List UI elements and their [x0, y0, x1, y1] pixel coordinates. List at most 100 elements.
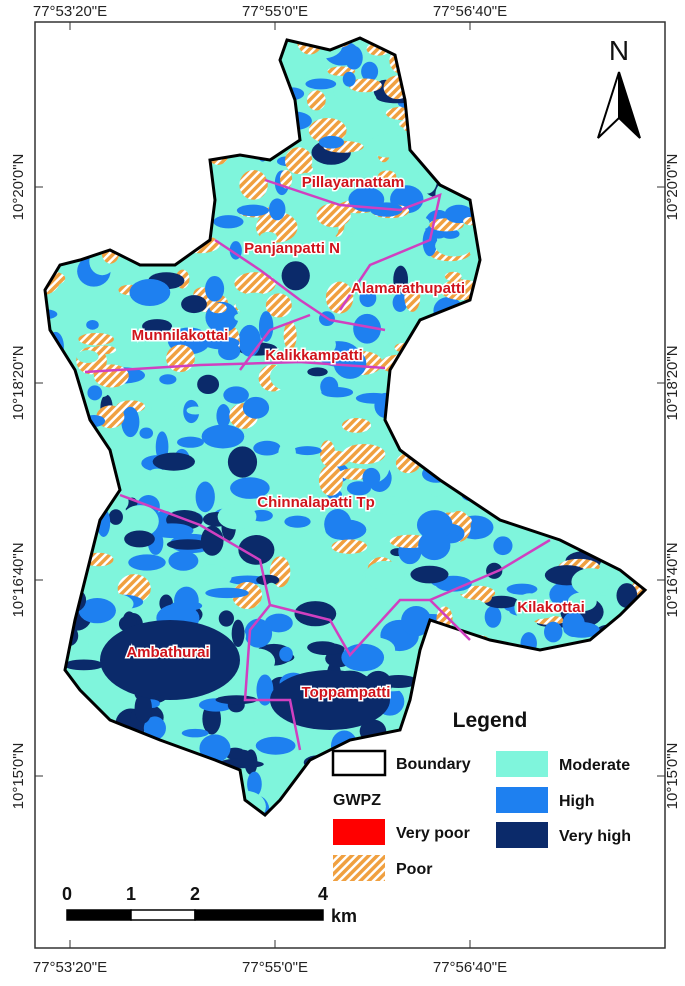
zone-patch: [253, 705, 283, 734]
zone-patch: [318, 464, 343, 496]
zone-patch: [199, 734, 231, 763]
zone-patch: [418, 530, 451, 561]
zone-patch: [216, 404, 231, 429]
zone-patch: [365, 560, 405, 591]
zone-patch: [223, 386, 249, 404]
zone-patch: [159, 374, 177, 385]
zone-patch: [341, 643, 385, 672]
coord-label: 10°16'40"N: [10, 542, 27, 617]
place-label: Chinnalapatti Tp: [257, 494, 375, 511]
zone-patch: [342, 71, 356, 87]
zone-patch: [435, 234, 473, 257]
legend-swatch: [333, 819, 385, 845]
legend-swatch: [496, 822, 548, 848]
zone-patch: [87, 385, 103, 401]
place-label: Kilakottai: [517, 599, 585, 616]
zone-patch: [205, 275, 225, 302]
zone-patch: [177, 436, 204, 448]
coord-label: 10°18'20"N: [664, 345, 681, 420]
zone-patch: [129, 278, 171, 307]
zone-patch: [571, 568, 611, 596]
place-label: Pillayarnattam: [302, 174, 405, 191]
zone-patch: [247, 771, 262, 797]
zone-patch: [256, 674, 274, 706]
coord-label: 77°53'20"E: [33, 959, 107, 976]
zone-patch: [152, 452, 195, 471]
zone-patch: [227, 446, 258, 478]
legend-title: Legend: [453, 709, 528, 732]
coord-label: 77°56'40"E: [433, 3, 507, 20]
zone-patch: [215, 695, 258, 705]
zone-patch: [393, 265, 409, 294]
zone-patch: [378, 675, 418, 688]
zone-patch: [142, 319, 173, 334]
zone-patch: [238, 535, 275, 565]
coord-label: 77°53'20"E: [33, 3, 107, 20]
zone-patch: [124, 530, 155, 548]
zone-patch: [416, 510, 453, 540]
zone-patch: [307, 367, 328, 377]
zone-patch: [86, 319, 99, 330]
zone-patch: [300, 164, 313, 173]
zone-patch: [410, 565, 449, 584]
zone-patch: [236, 204, 270, 217]
zone-patch: [217, 504, 257, 530]
scale-unit: km: [331, 906, 357, 926]
zone-patch: [170, 600, 203, 611]
zone-patch: [320, 376, 339, 397]
scale-segment: [66, 909, 132, 921]
zone-patch: [493, 536, 513, 556]
zone-patch: [514, 593, 545, 622]
place-label: Alamarathupatti: [351, 280, 465, 297]
coord-label: 10°20'0"N: [664, 154, 681, 221]
zone-patch: [325, 281, 354, 314]
zone-patch: [76, 350, 99, 363]
village-line: [264, 178, 442, 311]
north-label: N: [609, 35, 629, 66]
scale-tick-label: 4: [318, 884, 328, 904]
zone-patch: [195, 481, 215, 513]
coord-label: 10°16'40"N: [664, 542, 681, 617]
village-line: [119, 493, 302, 751]
legend-swatch: [333, 855, 385, 881]
zone-patch: [256, 574, 280, 586]
coord-label: 10°15'0"N: [10, 743, 27, 810]
zone-patch: [310, 489, 327, 519]
zone-patch: [144, 468, 170, 494]
legend-label: Poor: [396, 861, 432, 878]
legend-label: High: [559, 793, 595, 810]
zone-patch: [278, 442, 296, 465]
village-line: [429, 538, 551, 602]
zone-patch: [362, 467, 381, 488]
zone-patch: [401, 606, 432, 637]
place-label: Toppampatti: [302, 684, 391, 701]
zone-patch: [197, 374, 220, 395]
zone-patch: [166, 539, 209, 550]
zone-patch: [341, 418, 372, 433]
zone-patch: [270, 670, 390, 730]
coord-label: 10°15'0"N: [664, 743, 681, 810]
coord-label: 77°55'0"E: [242, 3, 308, 20]
zone-patch: [201, 424, 245, 449]
zone-patch: [116, 400, 146, 413]
zone-patch: [238, 324, 261, 357]
zone-patch: [279, 169, 293, 189]
zone-patch: [78, 598, 116, 624]
coord-label: 10°18'20"N: [10, 345, 27, 420]
zone-patch: [316, 203, 351, 228]
zone-patch: [205, 587, 249, 599]
zone-patch: [293, 446, 322, 456]
zone-patch: [209, 303, 227, 314]
legend-group: GWPZ: [333, 792, 381, 809]
zone-patch: [151, 397, 175, 420]
zone-patch: [333, 348, 367, 379]
zone-patch: [307, 90, 326, 111]
zone-patch: [353, 313, 381, 344]
zone-patch: [136, 338, 161, 360]
coord-label: 77°55'0"E: [242, 959, 308, 976]
zone-patch: [242, 396, 270, 419]
north-arrow: [618, 71, 641, 139]
zone-patch: [484, 595, 519, 609]
zone-patch: [281, 261, 310, 291]
zone-patch: [459, 585, 496, 600]
